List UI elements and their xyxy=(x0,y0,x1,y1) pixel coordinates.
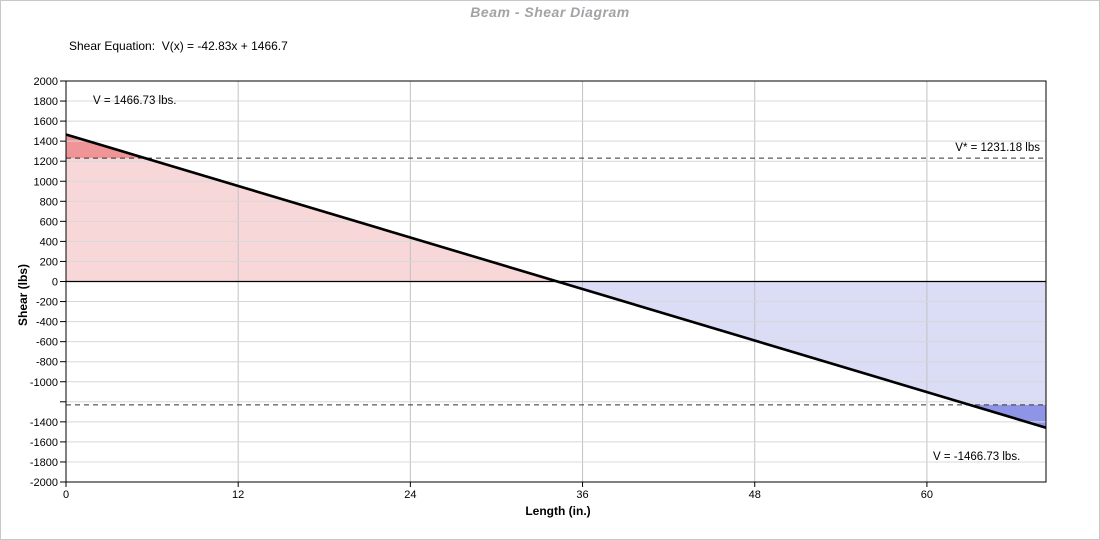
x-tick-label: 12 xyxy=(232,489,244,501)
y-tick-label: 1800 xyxy=(34,96,58,108)
chart-title: Beam - Shear Diagram xyxy=(470,4,630,20)
annotation-v-star: V* = 1231.18 lbs xyxy=(955,142,1040,154)
y-tick-label: -1800 xyxy=(30,457,58,469)
x-tick-label: 60 xyxy=(921,489,933,501)
y-tick-label: 1200 xyxy=(34,156,58,168)
shear-line xyxy=(65,133,1047,429)
annotation-v-min: V = -1466.73 lbs. xyxy=(933,451,1021,463)
x-axis-title: Length (in.) xyxy=(525,504,591,518)
y-tick-label: 2000 xyxy=(34,76,58,88)
shear-equation-label: Shear Equation: V(x) = -42.83x + 1466.7 xyxy=(69,39,288,53)
y-tick-label: 1000 xyxy=(34,176,58,188)
fill-positive-region xyxy=(66,158,558,282)
y-tick-label: -400 xyxy=(36,317,58,329)
y-tick-label: -800 xyxy=(36,357,58,369)
y-tick-label: 800 xyxy=(40,196,58,208)
y-tick-label: -1600 xyxy=(30,437,58,449)
annotation-v-max: V = 1466.73 lbs. xyxy=(93,95,177,107)
y-tick-label: 1600 xyxy=(34,116,58,128)
y-tick-label: 400 xyxy=(40,236,58,248)
x-tick-label: 0 xyxy=(63,489,69,501)
y-tick-label: 200 xyxy=(40,256,58,268)
y-tick-label: -1000 xyxy=(30,377,58,389)
x-tick-label: 24 xyxy=(404,489,416,501)
x-tick-label: 48 xyxy=(749,489,761,501)
y-tick-label: 600 xyxy=(40,216,58,228)
x-tick-label: 36 xyxy=(576,489,588,501)
y-tick-label: 0 xyxy=(52,277,58,289)
y-tick-label: -1400 xyxy=(30,417,58,429)
y-tick-label: -600 xyxy=(36,337,58,349)
y-tick-label: 1400 xyxy=(34,136,58,148)
fill-negative-region xyxy=(557,281,1046,405)
fill-negative-over-vstar xyxy=(969,404,1046,428)
y-tick-label: -2000 xyxy=(30,477,58,489)
y-tick-label: -200 xyxy=(36,297,58,309)
